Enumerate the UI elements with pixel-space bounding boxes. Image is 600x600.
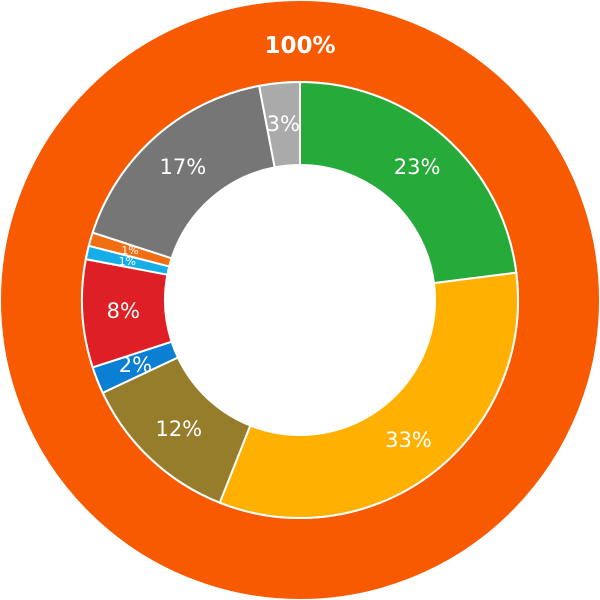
inner-ring-slice-label-1: 33%	[385, 428, 432, 452]
inner-ring-slice-label-5: 1%	[119, 255, 136, 268]
inner-ring-slice-8	[257, 80, 301, 169]
inner-ring-slice-label-0: 23%	[394, 155, 441, 179]
inner-ring-slice-label-6: 1%	[121, 244, 138, 257]
inner-ring-slice-label-2: 12%	[155, 417, 202, 441]
inner-ring-slice-label-4: 8%	[107, 299, 140, 323]
inner-ring-slice-label-8: 3%	[267, 112, 300, 136]
outer-ring-slice-label-0: 100%	[264, 33, 335, 59]
inner-ring-slice-label-7: 17%	[160, 155, 207, 179]
inner-ring-slice-0	[299, 80, 518, 285]
inner-ring-slice-1	[218, 271, 519, 519]
